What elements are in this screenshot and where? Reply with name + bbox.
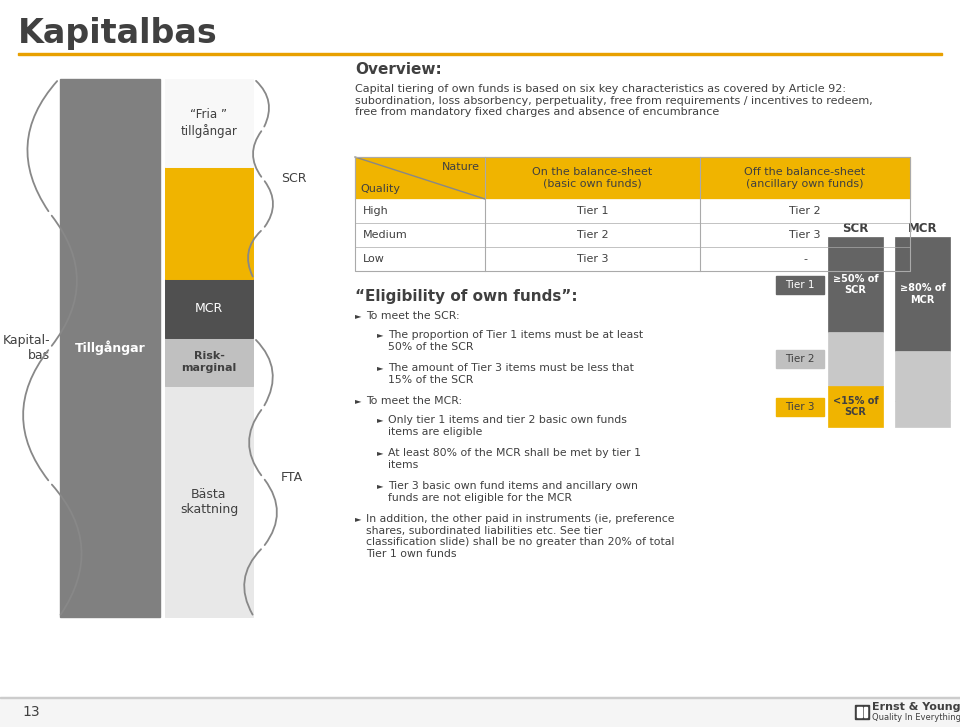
Text: Quality In Everything We Do: Quality In Everything We Do [872, 712, 960, 721]
Text: Low: Low [363, 254, 385, 264]
Text: At least 80% of the MCR shall be met by tier 1
items: At least 80% of the MCR shall be met by … [388, 448, 641, 470]
Text: “Fria ”
tillgångar: “Fria ” tillgångar [180, 108, 237, 137]
Bar [857, 707, 862, 717]
Text: ►: ► [355, 396, 362, 405]
Text: ►: ► [377, 481, 383, 490]
Text: On the balance-sheet
(basic own funds): On the balance-sheet (basic own funds) [533, 167, 653, 189]
Text: Kapital-
bas: Kapital- bas [2, 334, 50, 362]
Bar [0, 697, 960, 727]
Bar [828, 332, 883, 386]
Bar [864, 707, 867, 717]
Text: Tier 3: Tier 3 [789, 230, 821, 240]
Text: ≥50% of
SCR: ≥50% of SCR [832, 273, 878, 295]
Text: ►: ► [377, 330, 383, 339]
Text: Overview:: Overview: [355, 62, 442, 77]
Bar [355, 157, 910, 199]
Text: Nature: Nature [442, 162, 480, 172]
Bar [855, 705, 869, 719]
Text: Tier 1: Tier 1 [577, 206, 609, 216]
Text: Tier 3: Tier 3 [577, 254, 609, 264]
Text: Only tier 1 items and tier 2 basic own funds
items are eligible: Only tier 1 items and tier 2 basic own f… [388, 415, 627, 437]
Bar [60, 79, 160, 617]
Bar [895, 401, 950, 427]
Text: Off the balance-sheet
(ancillary own funds): Off the balance-sheet (ancillary own fun… [744, 167, 866, 189]
Text: ►: ► [377, 363, 383, 372]
Text: Risk-
marginal: Risk- marginal [181, 351, 236, 373]
Text: Tillgångar: Tillgångar [75, 341, 145, 356]
Text: SCR: SCR [281, 172, 306, 185]
Bar [776, 276, 824, 294]
Text: FTA: FTA [281, 471, 303, 484]
Text: To meet the MCR:: To meet the MCR: [366, 396, 462, 406]
Bar [776, 398, 824, 416]
Bar [165, 79, 253, 167]
Text: 13: 13 [22, 705, 39, 719]
Text: Tier 2: Tier 2 [577, 230, 609, 240]
Bar [165, 279, 253, 338]
Bar [355, 223, 910, 247]
Bar [355, 157, 910, 271]
Text: -: - [803, 254, 807, 264]
Text: MCR: MCR [908, 222, 937, 236]
Bar [895, 351, 950, 401]
Bar [355, 199, 910, 223]
Text: SCR: SCR [842, 222, 869, 236]
Text: ►: ► [377, 448, 383, 457]
Text: ≥80% of
MCR: ≥80% of MCR [900, 284, 946, 305]
Text: In addition, the other paid in instruments (ie, preference
shares, subordinated : In addition, the other paid in instrumen… [366, 514, 675, 559]
Bar [828, 386, 883, 427]
Text: Capital tiering of own funds is based on six key characteristics as covered by A: Capital tiering of own funds is based on… [355, 84, 873, 117]
Text: ►: ► [355, 514, 362, 523]
Text: Medium: Medium [363, 230, 408, 240]
Text: Ernst & Young: Ernst & Young [872, 702, 960, 712]
Text: “Eligibility of own funds”:: “Eligibility of own funds”: [355, 289, 578, 304]
Text: Tier 1: Tier 1 [785, 279, 815, 289]
Text: <15% of
SCR: <15% of SCR [832, 395, 878, 417]
Text: Quality: Quality [360, 184, 400, 194]
Bar [165, 386, 253, 617]
Text: Tier 3 basic own fund items and ancillary own
funds are not eligible for the MCR: Tier 3 basic own fund items and ancillar… [388, 481, 637, 502]
Bar [895, 237, 950, 351]
Text: The proportion of Tier 1 items must be at least
50% of the SCR: The proportion of Tier 1 items must be a… [388, 330, 643, 352]
Bar [165, 338, 253, 386]
Text: MCR: MCR [195, 302, 223, 315]
Text: High: High [363, 206, 389, 216]
Text: Tier 2: Tier 2 [785, 354, 815, 364]
Text: Bästa
skattning: Bästa skattning [180, 488, 238, 515]
Text: ►: ► [377, 415, 383, 424]
Bar [828, 237, 883, 332]
Bar [776, 350, 824, 368]
Bar [0, 696, 960, 698]
Text: Tier 3: Tier 3 [785, 401, 815, 411]
Bar [165, 167, 253, 279]
Text: ►: ► [355, 311, 362, 320]
Text: Kapitalbas: Kapitalbas [18, 17, 218, 50]
Bar [355, 247, 910, 271]
Text: To meet the SCR:: To meet the SCR: [366, 311, 460, 321]
Text: Tier 2: Tier 2 [789, 206, 821, 216]
Text: The amount of Tier 3 items must be less that
15% of the SCR: The amount of Tier 3 items must be less … [388, 363, 634, 385]
Bar [18, 52, 942, 55]
